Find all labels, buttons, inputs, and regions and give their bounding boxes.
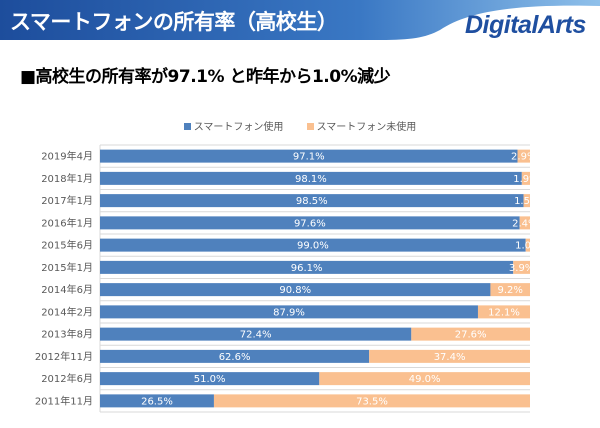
bar-used [100,171,522,185]
legend-item-unused: スマートフォン未使用 [306,118,417,133]
data-label: 12.1% [488,307,520,318]
category-label: 2014年6月 [41,283,93,296]
data-label: 87.9% [273,307,305,318]
chart-legend: スマートフォン使用 スマートフォン未使用 [0,118,600,133]
data-label: 1.0% [515,241,540,252]
category-label: 2015年1月 [41,261,93,274]
bar-unused [523,194,530,208]
bar-unused [369,349,530,363]
category-label: 2012年6月 [41,372,93,385]
category-label: 2013年8月 [41,328,93,341]
data-label: 97.6% [294,218,326,229]
data-label: 1.5% [514,196,539,207]
data-label: 99.0% [297,241,329,252]
bar-used [100,305,478,319]
header-banner [0,0,600,40]
data-label: 3.9% [509,263,534,274]
data-label: 96.1% [291,263,323,274]
bar-used [100,260,514,274]
bar-unused [513,260,530,274]
bar-unused [525,238,530,252]
data-label: 37.4% [434,352,466,363]
bar-unused [517,149,530,163]
data-label: 27.6% [455,330,487,341]
data-label: 49.0% [409,374,441,385]
data-label: 90.8% [279,285,311,296]
category-label: 2019年4月 [41,150,93,163]
category-label: 2011年11月 [35,394,93,407]
category-label: 2018年1月 [41,172,93,185]
bar-used [100,394,214,408]
data-label: 9.2% [498,285,523,296]
legend-swatch [183,123,191,130]
bar-used [100,194,524,208]
category-label: 2012年11月 [35,350,93,363]
category-label: 2017年1月 [41,194,93,207]
bar-unused [519,216,530,230]
bar-used [100,216,520,230]
subtitle: ■高校生の所有率が97.1% と昨年から1.0%減少 [20,67,391,87]
bar-unused [490,283,530,297]
bar-unused [521,171,530,185]
bar-used [100,149,518,163]
legend-label: スマートフォン未使用 [316,122,417,133]
bar-used [100,372,320,386]
bar-used [100,327,412,341]
bar-unused [411,327,530,341]
legend-swatch [306,123,314,130]
bar-unused [319,372,530,386]
category-label: 2014年2月 [41,305,93,318]
data-label: 98.1% [295,174,327,185]
data-label: 2.9% [511,152,536,163]
bar-used [100,283,491,297]
category-label: 2015年6月 [41,239,93,252]
bar-unused [213,394,530,408]
data-label: 1.9% [513,174,538,185]
data-label: 26.5% [141,396,173,407]
page-title: スマートフォンの所有率（高校生） [10,10,338,34]
category-label: 2016年1月 [41,216,93,229]
data-label: 72.4% [240,330,272,341]
legend-item-used: スマートフォン使用 [183,118,284,133]
bar-unused [477,305,530,319]
legend-label: スマートフォン使用 [193,122,284,133]
data-label: 73.5% [356,396,388,407]
data-label: 51.0% [194,374,226,385]
bar-used [100,238,526,252]
bar-used [100,349,370,363]
data-label: 97.1% [293,152,325,163]
digitalarts-logo: DigitalArts [465,11,586,39]
data-label: 2.4% [512,218,537,229]
data-label: 62.6% [219,352,251,363]
data-label: 98.5% [296,196,328,207]
